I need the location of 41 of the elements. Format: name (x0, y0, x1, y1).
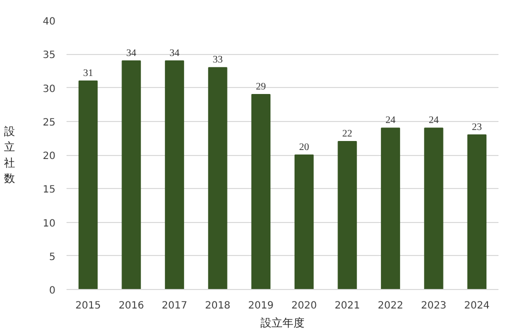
y-tick-label: 30 (42, 84, 56, 95)
x-tick-label: 2021 (334, 300, 360, 312)
bar (424, 128, 444, 290)
y-tick-label: 35 (42, 50, 56, 62)
bar (251, 94, 270, 290)
data-label: 34 (126, 48, 136, 59)
y-tick-label: 5 (49, 252, 56, 263)
data-label: 22 (342, 128, 352, 140)
y-tick-label: 10 (42, 218, 56, 230)
bar (467, 134, 486, 290)
data-label: 33 (212, 54, 223, 66)
bar (78, 80, 98, 290)
data-label: 23 (472, 122, 482, 133)
bar (122, 60, 141, 290)
x-tick-label: 2017 (162, 300, 188, 312)
y-tick-label: 40 (42, 16, 56, 28)
x-axis-title: 設立年度 (260, 316, 304, 330)
y-axis-title: 設立社数 (4, 125, 15, 185)
data-label: 34 (170, 48, 180, 59)
y-tick-label: 20 (42, 151, 56, 162)
bar (208, 67, 228, 290)
x-tick-label: 2018 (204, 300, 230, 312)
y-tick-label: 15 (42, 184, 56, 196)
x-tick-label: 2016 (118, 300, 144, 312)
y-tick-label: 25 (42, 117, 56, 128)
data-label: 24 (386, 115, 396, 126)
x-tick-label: 2022 (378, 300, 404, 312)
x-tick-label: 2015 (75, 300, 101, 312)
x-tick-label: 2024 (464, 300, 490, 312)
x-tick-label: 2019 (248, 300, 274, 312)
data-label: 29 (256, 81, 266, 92)
x-tick-label: 2020 (291, 300, 317, 312)
bar (338, 141, 357, 290)
y-tick-label: 0 (49, 286, 56, 296)
bar (164, 60, 184, 290)
data-label: 24 (428, 115, 439, 126)
bar (380, 128, 400, 290)
bar (294, 154, 314, 290)
data-label: 20 (299, 142, 310, 153)
x-tick-label: 2023 (420, 300, 446, 312)
data-label: 31 (83, 68, 94, 80)
